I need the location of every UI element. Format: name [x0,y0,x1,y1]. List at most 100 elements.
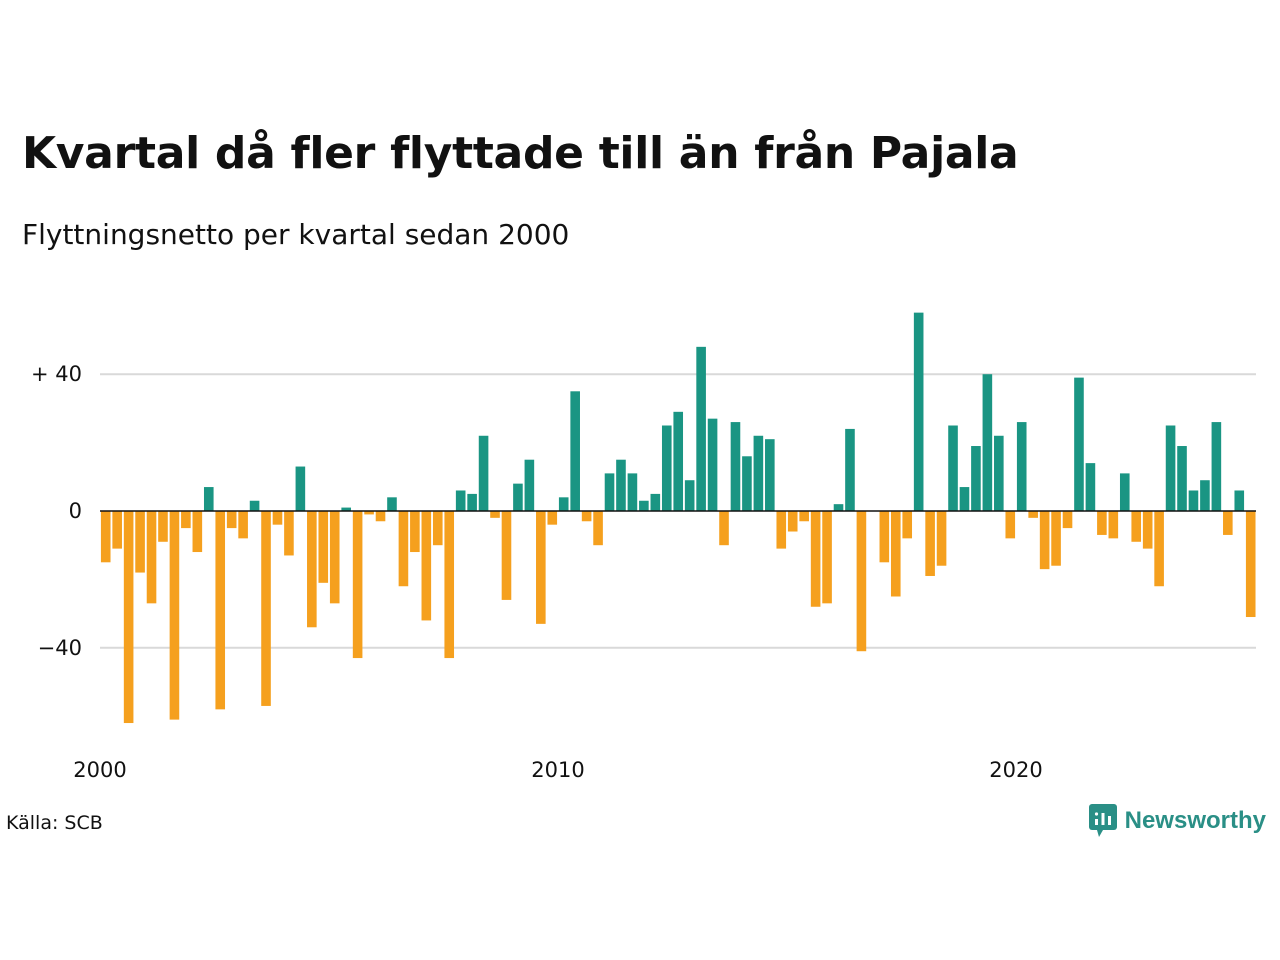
bar [696,346,706,511]
bar [181,511,191,529]
y-axis-ticks: + 40 0 −40 [31,362,82,660]
bar [1234,490,1245,511]
bar [1039,511,1050,570]
bar [719,511,729,546]
chart-subtitle: Flyttningsnetto per kvartal sedan 2000 [22,218,570,251]
source-note: Källa: SCB [6,812,103,834]
bar [1119,473,1130,511]
chart-title: Kvartal då fler flyttade till än från Pa… [22,128,1019,179]
bar [307,511,317,628]
bar [272,511,283,525]
bar [1028,511,1038,518]
x-tick-label: 2020 [989,758,1042,782]
bar [398,511,409,587]
bar [524,459,535,511]
bar [112,511,122,549]
bar [146,511,157,604]
bar [329,511,340,604]
x-tick-label: 2010 [531,758,584,782]
bar [1177,446,1187,511]
bar [1016,422,1027,511]
bar [341,507,351,511]
bar [1131,511,1142,542]
bar [925,511,935,576]
bar [410,511,420,553]
bar [421,511,432,621]
bar [1097,511,1107,535]
bar [994,435,1004,511]
bar [730,422,741,511]
bar [513,483,523,511]
bar [558,497,569,511]
bar [1211,422,1222,511]
bar [501,511,512,600]
bar [100,511,111,563]
bar [261,511,271,706]
bar [444,511,455,659]
bar [753,435,764,511]
bar [375,511,386,522]
bar [627,473,638,511]
bar [616,459,626,511]
bar [604,473,615,511]
bar [742,456,752,511]
bar [639,500,649,511]
bar [284,511,294,556]
bar [776,511,787,549]
bar [959,487,970,511]
bar [913,312,924,511]
bar [707,418,718,511]
bar [364,511,374,515]
bar [593,511,603,546]
bar [799,511,809,522]
bar [982,374,993,511]
bar-chart: + 40 0 −40 2000 2010 2020 [31,312,1256,782]
bar [1051,511,1061,566]
bar [455,490,466,511]
bar [135,511,145,573]
bar [1062,511,1073,529]
y-tick-label: −40 [38,636,82,660]
bar [123,511,134,724]
bar [158,511,168,542]
bar [467,493,477,511]
y-tick-label: + 40 [31,362,82,386]
bar [879,511,890,563]
bar [1005,511,1016,539]
newsworthy-logo-icon [1088,804,1117,837]
bar [169,511,180,720]
bar [673,411,684,511]
bar [765,439,775,511]
bar [387,497,397,511]
bar [295,466,306,511]
bar [856,511,867,652]
bar [822,511,832,604]
bar [1223,511,1233,535]
bar [1165,425,1176,511]
bar [845,428,855,511]
bar [192,511,203,553]
bar [249,500,260,511]
bar [810,511,821,607]
bar [1142,511,1153,549]
bar [352,511,363,659]
bar [661,425,672,511]
bar [570,391,580,511]
bar [902,511,913,539]
bar [318,511,329,583]
brand-name: Newsworthy [1124,807,1266,834]
bar [432,511,443,546]
bar [1154,511,1164,587]
x-axis-ticks: 2000 2010 2020 [73,758,1042,782]
bar [215,511,226,710]
bar [1200,480,1210,511]
bar [203,487,214,511]
bar [226,511,237,529]
bar [971,446,981,511]
bar [1085,463,1096,511]
bar [890,511,901,597]
bar [581,511,592,522]
x-tick-label: 2000 [73,758,126,782]
brand-logo: Newsworthy [1088,804,1266,838]
bar [238,511,248,539]
